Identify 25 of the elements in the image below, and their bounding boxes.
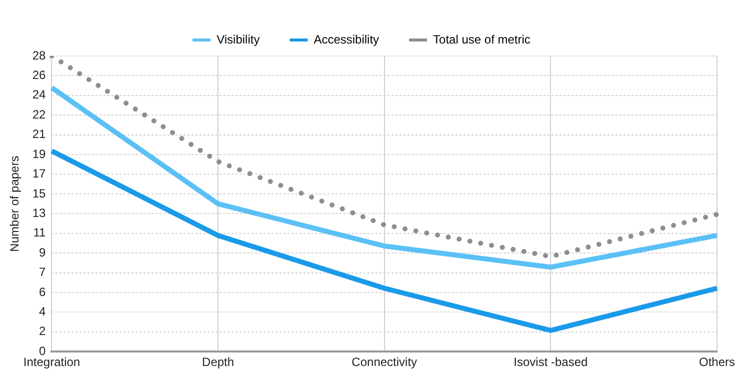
y-tick-label: 7	[39, 265, 46, 280]
y-tick-label: 22	[32, 107, 46, 122]
y-tick-label: 2	[39, 324, 46, 338]
y-axis-title: Number of papers	[8, 156, 22, 252]
x-tick-label: Depth	[202, 355, 234, 370]
x-tick-label: Others	[698, 355, 735, 370]
y-tick-label: 6	[39, 284, 46, 299]
y-tick-label: 19	[32, 146, 46, 161]
y-tick-label: 28	[32, 48, 46, 62]
y-tick-label: 15	[32, 186, 46, 200]
y-tick-label: 26	[32, 68, 46, 82]
legend-label: Accessibility	[314, 32, 380, 46]
y-tick-label: 0	[39, 344, 46, 358]
x-tick-label: Connectivity	[352, 355, 418, 370]
legend-label: Visibility	[216, 32, 260, 46]
legend-label: Total use of metric	[433, 32, 530, 46]
x-tick-label: Integration	[23, 355, 80, 370]
y-tick-label: 9	[39, 245, 46, 260]
y-tick-label: 17	[32, 166, 46, 181]
x-tick-label: Isovist -based	[514, 355, 588, 370]
y-tick-label: 13	[32, 206, 46, 220]
y-tick-label: 21	[32, 127, 46, 142]
y-tick-label: 4	[39, 304, 46, 318]
y-tick-label: 11	[33, 226, 46, 240]
y-tick-label: 24	[32, 88, 46, 102]
